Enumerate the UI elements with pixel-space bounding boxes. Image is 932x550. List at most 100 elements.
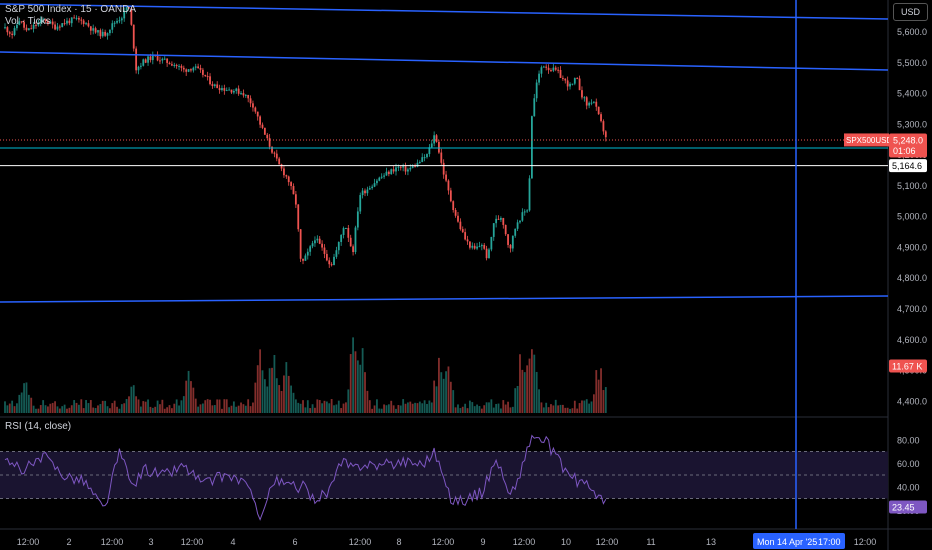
volume-bar — [54, 401, 56, 413]
volume-bar — [70, 405, 73, 413]
volume-bar — [156, 400, 159, 413]
candle-body — [368, 188, 371, 190]
volume-bar — [161, 399, 164, 413]
volume-bar — [380, 408, 383, 413]
candle-body — [37, 22, 40, 26]
volume-bar — [194, 398, 197, 413]
candle-body — [454, 210, 457, 216]
candle-body — [404, 166, 407, 172]
candle-body — [235, 88, 238, 92]
candle-body — [478, 246, 481, 248]
volume-bar — [94, 408, 97, 413]
volume-bar — [430, 402, 433, 413]
volume-bar — [16, 403, 18, 413]
volume-bar — [221, 408, 223, 413]
candle-body — [299, 229, 302, 259]
candle-body — [68, 20, 71, 24]
volume-bar — [244, 405, 247, 413]
volume-bar — [352, 337, 354, 413]
time-tick-label: 6 — [292, 537, 297, 547]
candle-body — [292, 186, 295, 195]
candle-body — [204, 74, 207, 77]
volume-bar — [287, 375, 290, 413]
volume-bar — [235, 406, 238, 413]
candle-body — [500, 218, 502, 220]
candle-body — [356, 211, 359, 228]
candle-body — [302, 258, 304, 261]
candle-body — [113, 22, 116, 24]
candle-body — [354, 227, 357, 253]
volume-bars — [4, 337, 607, 413]
volume-bar — [526, 365, 529, 413]
volume-bar — [92, 407, 95, 413]
volume-bar — [392, 405, 395, 413]
volume-bar — [507, 401, 509, 413]
white-line-price-badge: 5,164.6 — [892, 161, 922, 171]
time-tick-label: 11 — [646, 537, 655, 547]
candle-body — [566, 80, 569, 87]
price-series[interactable] — [4, 5, 607, 268]
rsi-indicator-label[interactable]: RSI (14, close) — [5, 421, 72, 432]
candle-body — [542, 66, 545, 68]
volume-bar — [268, 368, 271, 413]
candle-body — [345, 228, 347, 230]
candle-body — [473, 245, 476, 249]
trendline-top — [0, 3, 889, 20]
volume-bar — [51, 402, 54, 413]
volume-bar — [273, 355, 276, 413]
candle-body — [435, 135, 438, 142]
candle-body — [254, 107, 257, 112]
candle-body — [206, 76, 209, 78]
candle-body — [421, 157, 424, 162]
countdown-badge: 01:06 — [893, 146, 916, 156]
volume-bar — [85, 400, 87, 413]
candle-body — [576, 78, 579, 80]
volume-bar — [73, 400, 76, 413]
candle-body — [297, 204, 300, 230]
candle-body — [340, 234, 343, 242]
volume-bar — [275, 378, 278, 413]
candle-body — [283, 168, 285, 176]
volume-bar — [209, 399, 211, 413]
candle-body — [147, 56, 149, 63]
candle-body — [461, 229, 464, 233]
last-price-badge: 5,248.0 — [893, 135, 923, 145]
volume-bar — [173, 403, 176, 413]
candle-body — [197, 66, 200, 69]
rsi-value-badge: 23.45 — [892, 503, 915, 513]
volume-bar — [6, 405, 9, 413]
candle-body — [13, 28, 16, 35]
volume-bar — [283, 375, 285, 413]
volume-bar — [523, 372, 526, 413]
candle-body — [230, 89, 233, 93]
currency-button[interactable]: USD — [893, 3, 928, 21]
volume-bar — [228, 407, 231, 413]
volume-bar — [280, 390, 283, 413]
candle-body — [130, 8, 133, 25]
volume-bar — [564, 407, 567, 413]
candle-body — [325, 253, 328, 261]
volume-bar — [42, 400, 45, 413]
rsi-line — [4, 434, 607, 521]
volume-bar — [101, 400, 104, 413]
volume-indicator-label[interactable]: Vol · Ticks — [5, 16, 51, 27]
volume-bar — [132, 385, 135, 413]
candle-body — [380, 176, 383, 178]
candle-body — [440, 152, 443, 163]
time-tick-label: 13 — [706, 537, 716, 547]
volume-bar — [385, 405, 388, 413]
candle-body — [20, 21, 23, 23]
candle-body — [163, 58, 166, 60]
candle-body — [519, 220, 521, 223]
volume-bar — [292, 392, 295, 413]
symbol-title[interactable]: S&P 500 Index · 15 · OANDA — [5, 4, 136, 15]
crosshair-date: Mon 14 Apr '25 — [757, 537, 817, 547]
candle-body — [228, 89, 231, 91]
volume-bar — [323, 400, 326, 413]
candle-body — [442, 162, 445, 175]
drawing-lines[interactable] — [0, 0, 889, 529]
candle-body — [66, 20, 68, 24]
white-line-price-badge-bg — [889, 159, 927, 173]
